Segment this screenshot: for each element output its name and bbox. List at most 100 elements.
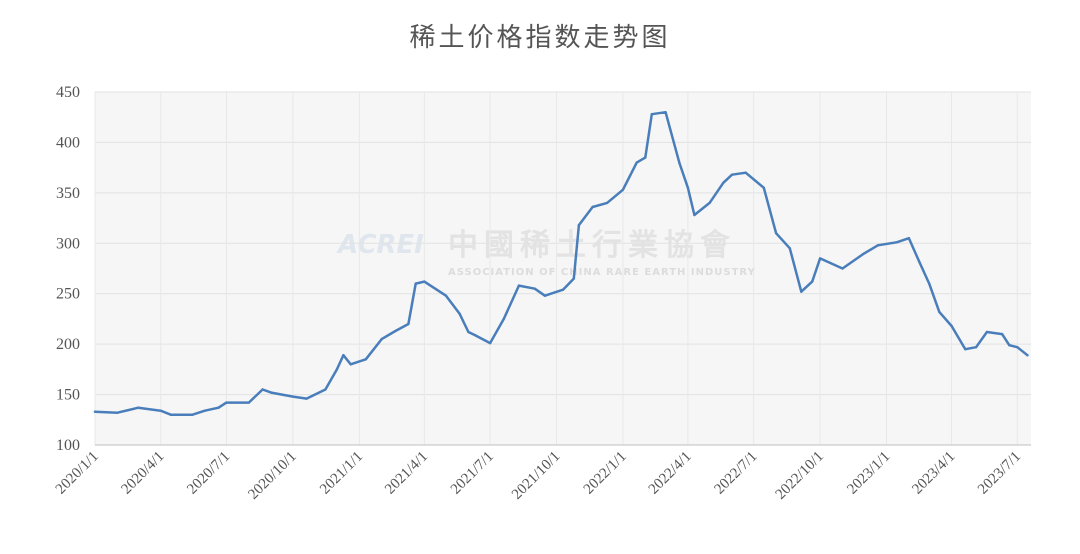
data-point xyxy=(261,388,264,391)
data-point xyxy=(678,161,681,164)
data-point xyxy=(364,358,367,361)
x-tick-label: 2022/10/1 xyxy=(773,449,827,503)
data-point xyxy=(116,411,119,414)
y-axis: 100 150 200 250 300 350 400 450 xyxy=(56,84,80,454)
x-tick-label: 2022/7/1 xyxy=(711,449,760,498)
data-point xyxy=(605,201,609,205)
data-point xyxy=(708,201,711,205)
watermark-name-en: ASSOCIATION OF CHINA RARE EARTH INDUSTRY xyxy=(448,267,756,278)
data-point xyxy=(407,322,410,326)
data-point xyxy=(380,337,383,341)
data-point xyxy=(928,282,931,285)
data-point xyxy=(291,395,295,398)
data-point xyxy=(974,346,978,349)
y-tick-label: 350 xyxy=(56,185,80,202)
data-point xyxy=(964,348,967,351)
watermark: ACREI 中國稀土行業協會 ASSOCIATION OF CHINA RARE… xyxy=(336,228,756,278)
data-point xyxy=(533,287,536,290)
data-point xyxy=(863,252,866,255)
data-point xyxy=(458,312,461,316)
x-tick-label: 2020/1/1 xyxy=(53,449,102,498)
y-tick-label: 300 xyxy=(56,235,80,252)
data-point xyxy=(762,186,765,189)
data-point xyxy=(644,156,647,159)
data-point xyxy=(635,161,638,164)
grid xyxy=(94,91,1031,446)
data-point xyxy=(1016,346,1019,349)
data-point xyxy=(561,288,565,291)
y-tick-label: 400 xyxy=(56,134,80,151)
data-point xyxy=(800,290,803,293)
data-point xyxy=(169,413,172,416)
data-point xyxy=(811,280,814,283)
chart-title: 稀土价格指数走势图 xyxy=(409,23,670,53)
data-point xyxy=(93,410,97,413)
x-tick-label: 2020/10/1 xyxy=(245,449,299,503)
data-point xyxy=(414,282,417,285)
data-point xyxy=(349,363,352,366)
data-point xyxy=(744,171,747,174)
data-point xyxy=(985,330,989,334)
data-point xyxy=(876,244,880,247)
data-point xyxy=(774,232,778,235)
data-point xyxy=(305,397,308,400)
data-point xyxy=(664,111,667,114)
data-point xyxy=(938,310,941,314)
data-point xyxy=(488,341,492,345)
series-layer xyxy=(93,110,1029,416)
x-tick-label: 2021/1/1 xyxy=(317,449,366,498)
data-point xyxy=(841,267,844,270)
data-point xyxy=(444,294,448,297)
data-point xyxy=(342,354,345,357)
data-point xyxy=(818,257,822,260)
data-point xyxy=(1000,332,1004,336)
x-tick-label: 2021/10/1 xyxy=(509,449,563,503)
data-point xyxy=(591,205,594,209)
y-tick-label: 250 xyxy=(56,286,80,303)
y-tick-label: 100 xyxy=(56,437,80,454)
data-point xyxy=(324,388,327,391)
data-point xyxy=(394,329,397,333)
x-tick-label: 2021/4/1 xyxy=(382,449,431,498)
x-tick-label: 2023/1/1 xyxy=(844,449,893,498)
data-point xyxy=(473,333,477,337)
plot-area xyxy=(95,92,1031,445)
data-point xyxy=(247,401,250,404)
data-point xyxy=(788,247,791,250)
y-tick-label: 450 xyxy=(56,84,80,101)
x-tick-label: 2023/4/1 xyxy=(909,449,958,498)
data-point xyxy=(917,260,921,263)
data-point xyxy=(543,294,547,297)
data-point xyxy=(1008,344,1011,347)
data-point xyxy=(159,409,162,412)
data-point xyxy=(1026,354,1029,357)
watermark-logo: ACREI xyxy=(336,230,424,260)
data-point xyxy=(621,188,625,191)
x-tick-label: 2022/1/1 xyxy=(581,449,630,498)
data-point xyxy=(577,223,581,227)
data-point xyxy=(502,317,505,321)
data-point xyxy=(693,213,696,217)
data-point xyxy=(650,113,653,116)
data-point xyxy=(225,401,228,404)
y-tick-label: 200 xyxy=(56,336,80,353)
data-point xyxy=(950,324,953,328)
watermark-name-cn: 中國稀土行業協會 xyxy=(448,228,736,263)
data-point xyxy=(270,391,273,394)
data-point xyxy=(467,330,470,334)
data-point xyxy=(335,368,339,371)
y-tick-label: 150 xyxy=(56,387,80,404)
data-point xyxy=(191,413,194,416)
data-point xyxy=(730,173,734,176)
x-tick-label: 2020/4/1 xyxy=(119,449,168,498)
x-tick-label: 2023/7/1 xyxy=(975,449,1024,498)
data-point xyxy=(895,241,898,244)
x-axis: 2020/1/1 2020/4/1 2020/7/1 2020/10/1 2021/1/… xyxy=(53,449,1024,503)
x-tick-label: 2022/4/1 xyxy=(646,449,695,498)
x-tick-label: 2021/7/1 xyxy=(448,449,497,498)
data-point xyxy=(423,280,426,283)
data-point xyxy=(572,277,575,280)
data-point xyxy=(722,181,725,184)
data-point xyxy=(137,406,140,409)
